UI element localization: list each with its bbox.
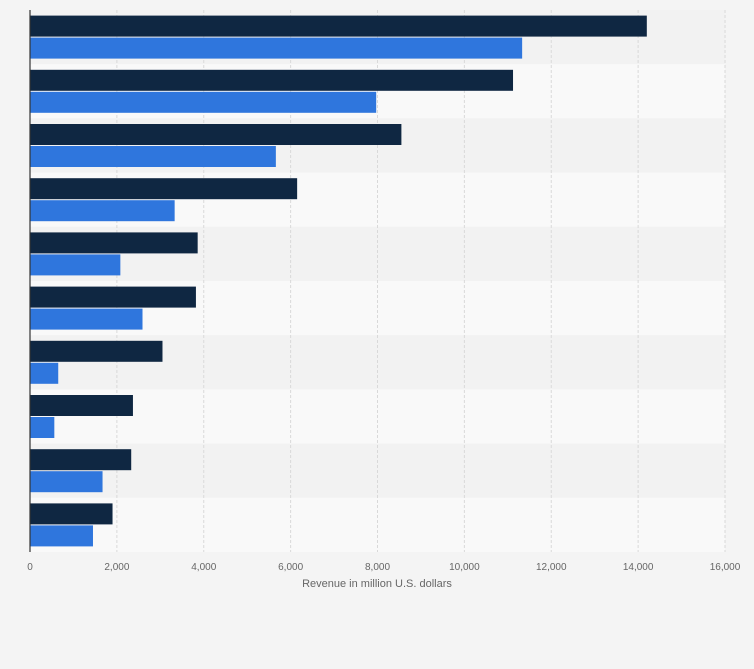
bar-series2	[30, 362, 59, 384]
bar-series2	[30, 146, 276, 167]
bar-series1	[30, 395, 133, 416]
bar-series2	[30, 37, 523, 59]
x-axis-title: Revenue in million U.S. dollars	[302, 578, 452, 590]
bar-series1	[30, 449, 132, 471]
x-tick-label: 10,000	[449, 562, 480, 573]
bar-series1	[30, 286, 196, 308]
bar-series2	[30, 471, 103, 493]
x-tick-label: 16,000	[710, 562, 741, 573]
bar-series1	[30, 124, 402, 145]
x-tick-label: 12,000	[536, 562, 567, 573]
x-tick-labels: 0 2,000 4,000 6,000 8,000 10,000 12,000 14,000 1…	[27, 562, 741, 573]
x-tick-label: 0	[27, 562, 33, 573]
bar-series2	[30, 200, 175, 222]
x-tick-label: 2,000	[104, 562, 129, 573]
bar-series2	[30, 525, 93, 547]
bar-series2	[30, 254, 121, 276]
bars	[30, 15, 647, 547]
bar-series2	[30, 91, 377, 113]
x-tick-label: 14,000	[623, 562, 654, 573]
bar-series1	[30, 69, 514, 91]
bar-series1	[30, 340, 163, 362]
x-tick-label: 4,000	[191, 562, 216, 573]
bar-series1	[30, 503, 113, 525]
bar-series1	[30, 232, 198, 254]
bar-series2	[30, 417, 55, 438]
bar-series2	[30, 308, 143, 330]
x-tick-label: 6,000	[278, 562, 303, 573]
bar-series1	[30, 178, 298, 200]
x-tick-label: 8,000	[365, 562, 390, 573]
bar-series1	[30, 15, 647, 37]
